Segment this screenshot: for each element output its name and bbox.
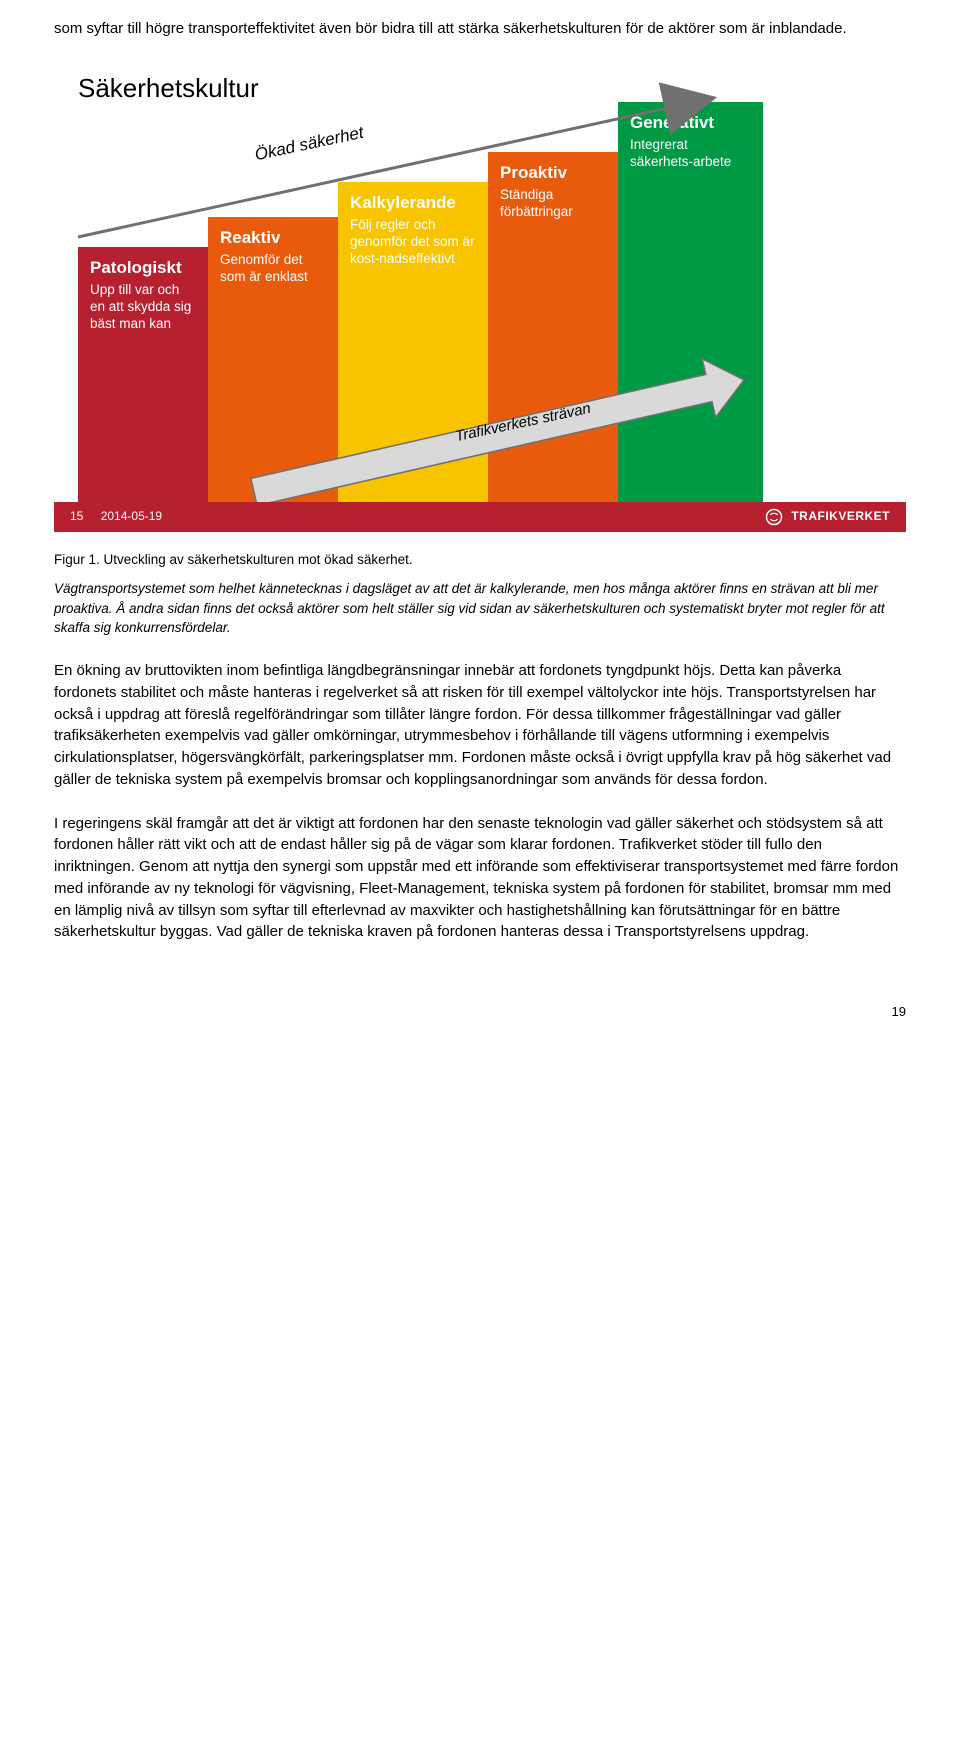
bar-patologiskt: Patologiskt Upp till var och en att skydd… [78,247,208,502]
bar-title: Generativt [630,112,751,133]
footer-date: 2014-05-19 [101,509,162,523]
body-paragraph-2: I regeringens skäl framgår att det är vi… [54,813,906,944]
bar-desc: Genomför det som är enklast [220,252,326,286]
brand-name: TRAFIKVERKET [791,508,890,525]
bar-kalkylerande: Kalkylerande Följ regler och genomför det… [338,182,488,502]
bar-generativt: Generativt Integrerat säkerhets-arbete [618,102,763,502]
brand-logo-icon [765,508,783,526]
figure-title: Säkerhetskultur [78,70,259,108]
bar-title: Patologiskt [90,257,196,278]
bar-title: Kalkylerande [350,192,476,213]
safety-culture-figure: Säkerhetskultur Ökad säkerhet Trafikverk… [54,62,906,532]
bar-desc: Upp till var och en att skydda sig bäst … [90,282,196,333]
figure-footer: 15 2014-05-19 TRAFIKVERKET [54,502,906,532]
bar-title: Proaktiv [500,162,606,183]
caption-lead: Figur 1. Utveckling av säkerhetskulturen… [54,552,413,567]
bar-proaktiv: Proaktiv Ständiga förbättringar [488,152,618,502]
figure-caption: Figur 1. Utveckling av säkerhetskulturen… [54,550,906,570]
intro-paragraph: som syftar till högre transporteffektivi… [54,18,906,40]
footer-slide-no: 15 [70,509,83,523]
bar-title: Reaktiv [220,227,326,248]
page-number: 19 [54,1003,906,1022]
bar-desc: Följ regler och genomför det som är kost… [350,217,476,268]
bar-reaktiv: Reaktiv Genomför det som är enklast [208,217,338,502]
caption-body: Vägtransportsystemet som helhet kännetec… [54,579,906,638]
bar-desc: Integrerat säkerhets-arbete [630,137,751,171]
bar-desc: Ständiga förbättringar [500,187,606,221]
body-paragraph-1: En ökning av bruttovikten inom befintlig… [54,660,906,791]
